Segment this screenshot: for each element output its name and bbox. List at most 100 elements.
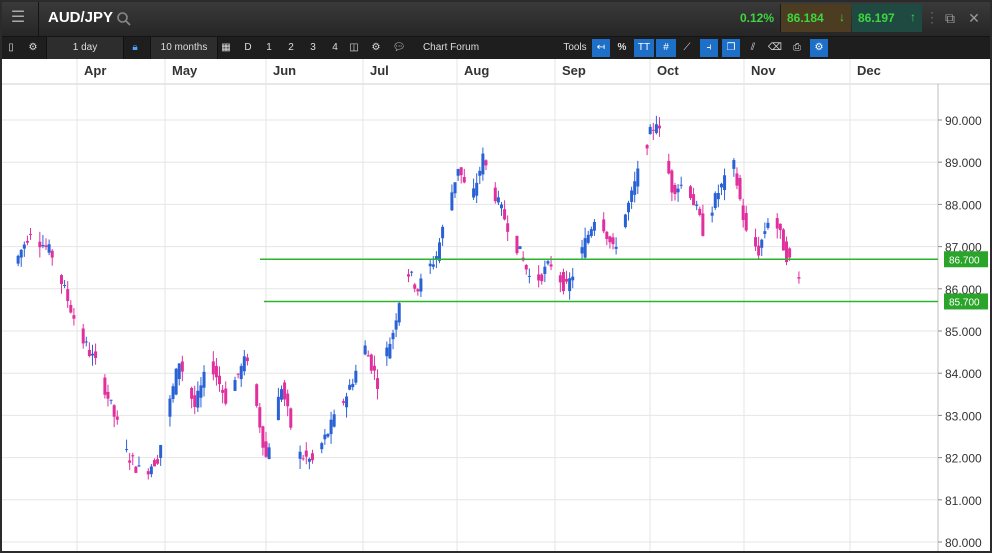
candle-body[interactable] [128,460,132,463]
candle-body[interactable] [592,221,596,231]
candle-body[interactable] [558,275,562,283]
candle-body[interactable] [676,188,680,193]
candle-body[interactable] [515,235,519,254]
candle-body[interactable] [453,182,457,194]
candle-body[interactable] [174,368,178,395]
candle-body[interactable] [255,384,259,406]
candle-body[interactable] [571,276,575,281]
candle-body[interactable] [69,304,73,313]
candle-body[interactable] [221,389,225,393]
candle-body[interactable] [518,246,522,249]
candle-body[interactable] [623,214,627,228]
candle-body[interactable] [391,332,395,340]
candle-body[interactable] [385,347,389,357]
candle-body[interactable] [44,245,48,248]
candle-body[interactable] [388,343,392,359]
candle-body[interactable] [276,396,280,421]
candle-body[interactable] [348,384,352,390]
candle-body[interactable] [25,240,29,243]
candle-body[interactable] [459,167,463,176]
candle-body[interactable] [493,187,497,202]
candle-body[interactable] [565,278,569,282]
candle-body[interactable] [540,274,544,282]
candle-body[interactable] [543,266,547,274]
candle-body[interactable] [267,447,271,460]
candle-body[interactable] [81,328,85,344]
candle-body[interactable] [279,389,283,400]
candle-body[interactable] [586,234,590,243]
candle-body[interactable] [481,153,485,175]
candle-body[interactable] [177,363,181,380]
candle-body[interactable] [431,264,435,267]
interval-select[interactable]: 1 day [46,37,124,59]
candle-body[interactable] [645,144,649,149]
candle-body[interactable] [410,271,414,273]
candle-body[interactable] [679,184,683,186]
buy-price-button[interactable]: 86.197 ↑ [852,4,922,32]
candle-body[interactable] [310,453,314,461]
search-icon[interactable] [116,11,132,27]
instrument-symbol[interactable]: AUD/JPY [48,9,114,26]
candle-body[interactable] [115,416,119,420]
candle-body[interactable] [788,248,792,258]
chart-forum-link[interactable]: Chart Forum [422,42,480,53]
candle-body[interactable] [29,233,33,235]
candle-body[interactable] [636,168,640,187]
candle-body[interactable] [146,471,150,475]
candle-body[interactable] [428,263,432,267]
candle-body[interactable] [462,176,466,183]
candle-body[interactable] [202,371,206,388]
candle-body[interactable] [94,351,98,359]
candle-body[interactable] [450,192,454,211]
candle-body[interactable] [60,275,64,284]
candle-body[interactable] [137,465,141,467]
candle-body[interactable] [16,255,20,264]
candle-body[interactable] [286,393,290,407]
candle-body[interactable] [549,264,553,267]
candle-body[interactable] [456,169,460,176]
range-select[interactable]: 10 months [150,37,218,59]
day-button[interactable]: D [244,42,252,53]
candle-body[interactable] [763,231,767,234]
candle-body[interactable] [298,451,302,459]
candle-body[interactable] [667,160,671,174]
candle-body[interactable] [614,246,618,249]
candle-body[interactable] [239,366,243,380]
candle-body[interactable] [38,241,42,248]
candle-body[interactable] [413,284,417,289]
eraser-icon[interactable]: ⌫ [767,42,783,53]
candle-body[interactable] [583,238,587,258]
candle-body[interactable] [363,345,367,355]
candle-body[interactable] [261,426,265,448]
magnet-tools-icon[interactable]: ⚙ [810,39,828,57]
candle-body[interactable] [797,277,801,279]
candle-body[interactable] [19,249,23,258]
percent-button[interactable]: % [617,42,627,53]
candle-body[interactable] [156,459,160,464]
window-detach-icon[interactable]: ⧉ [945,10,955,26]
chart-type-icon[interactable]: ◫ [349,42,359,53]
candle-body[interactable] [354,370,358,383]
layers-icon[interactable]: ❐ [722,39,740,57]
candle-body[interactable] [87,349,91,356]
candle-body[interactable] [289,408,293,428]
candle-body[interactable] [546,261,550,264]
timeframe-1-button[interactable]: 1 [266,42,272,53]
candle-body[interactable] [608,236,612,243]
candle-body[interactable] [785,241,789,263]
candle-body[interactable] [503,209,507,220]
candle-body[interactable] [775,218,779,229]
candle-body[interactable] [670,170,674,193]
candle-body[interactable] [419,278,423,292]
candle-body[interactable] [499,204,503,209]
candle-body[interactable] [323,434,327,440]
candle-body[interactable] [211,361,215,375]
candle-body[interactable] [307,458,311,462]
candle-body[interactable] [372,365,376,371]
candle-body[interactable] [719,183,723,188]
candle-body[interactable] [568,278,572,292]
candle-body[interactable] [236,373,240,375]
candle-body[interactable] [193,395,197,407]
candle-body[interactable] [701,213,705,236]
candle-body[interactable] [605,231,609,239]
